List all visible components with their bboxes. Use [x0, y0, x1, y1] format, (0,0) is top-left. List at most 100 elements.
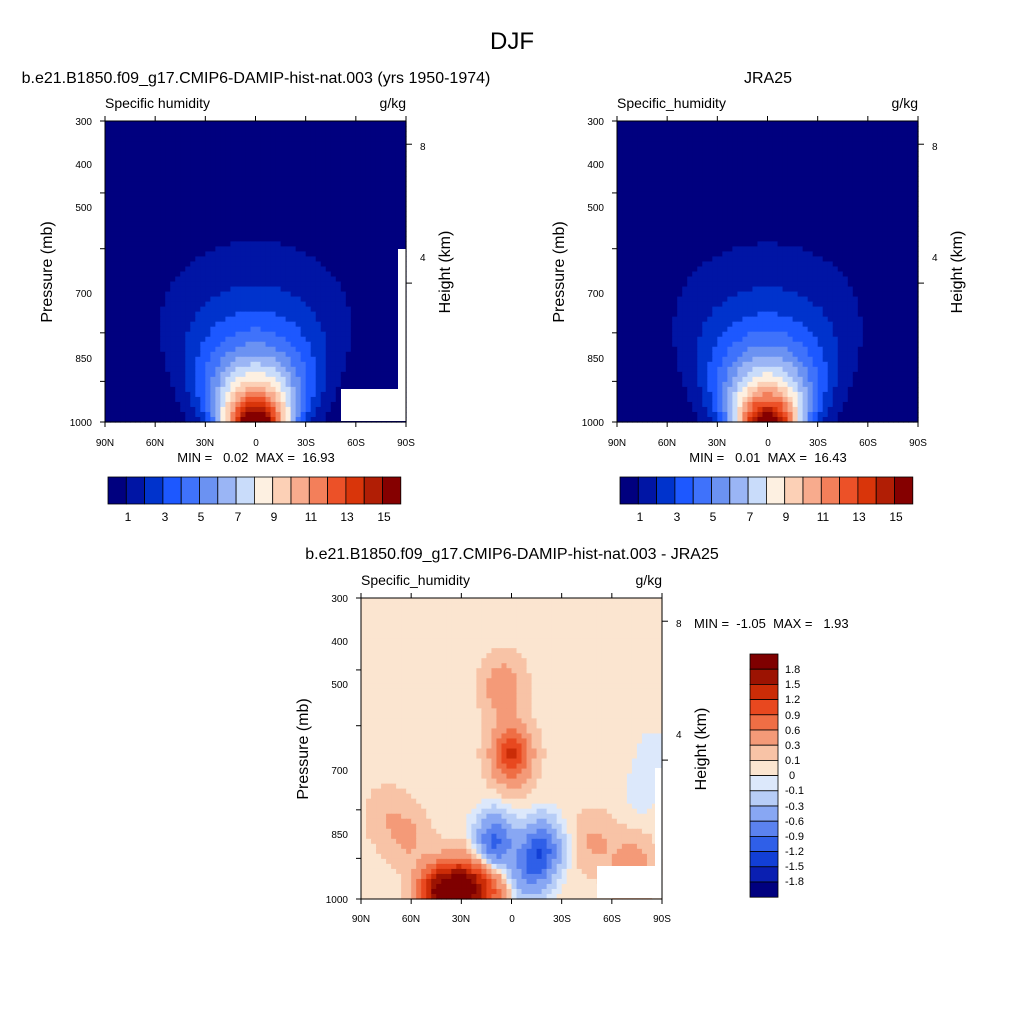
heatmap-cell — [256, 282, 262, 288]
heatmap-cell — [276, 297, 282, 303]
heatmap-cell — [351, 332, 357, 338]
heatmap-plot — [100, 116, 412, 427]
heatmap-cell — [180, 241, 186, 247]
heatmap-cell — [386, 201, 392, 207]
heatmap-cell — [687, 176, 693, 182]
heatmap-cell — [697, 126, 703, 132]
heatmap-cell — [170, 261, 176, 267]
heatmap-cell — [341, 251, 347, 257]
heatmap-cell — [266, 402, 272, 408]
heatmap-cell — [798, 141, 804, 147]
heatmap-cell — [341, 186, 347, 192]
heatmap-cell — [828, 151, 834, 157]
heatmap-cell — [707, 206, 713, 212]
heatmap-cell — [376, 372, 382, 378]
heatmap-cell — [245, 171, 251, 177]
heatmap-cell — [737, 126, 743, 132]
heatmap-cell — [210, 201, 216, 207]
heatmap-cell — [225, 266, 231, 272]
heatmap-cell — [386, 226, 392, 232]
heatmap-cell — [386, 372, 392, 378]
heatmap-cell — [160, 272, 166, 278]
heatmap-cell — [220, 282, 226, 288]
heatmap-cell — [858, 171, 864, 177]
heatmap-cell — [155, 141, 161, 147]
heatmap-cell — [316, 211, 322, 217]
heatmap-cell — [276, 126, 282, 132]
heatmap-cell — [125, 166, 131, 172]
heatmap-cell — [110, 121, 116, 127]
heatmap-cell — [175, 362, 181, 368]
heatmap-cell — [742, 141, 748, 147]
heatmap-cell — [386, 322, 392, 328]
heatmap-cell — [351, 156, 357, 162]
heatmap-cell — [190, 186, 196, 192]
heatmap-cell — [230, 221, 236, 227]
heatmap-cell — [662, 216, 668, 222]
heatmap-cell — [803, 136, 809, 142]
heatmap-cell — [316, 407, 322, 413]
heatmap-cell — [115, 261, 121, 267]
heatmap-cell — [105, 272, 111, 278]
heatmap-cell — [687, 171, 693, 177]
heatmap-cell — [752, 131, 758, 137]
heatmap-cell — [301, 186, 307, 192]
heatmap-cell — [848, 191, 854, 197]
heatmap-cell — [110, 131, 116, 137]
heatmap-cell — [356, 216, 362, 222]
heatmap-cell — [225, 282, 231, 288]
heatmap-cell — [692, 176, 698, 182]
heatmap-cell — [386, 176, 392, 182]
heatmap-cell — [396, 146, 402, 152]
heatmap-cell — [135, 317, 141, 323]
heatmap-cell — [120, 397, 126, 403]
heatmap-cell — [281, 246, 287, 252]
heatmap-cell — [135, 392, 141, 398]
heatmap-cell — [361, 211, 367, 217]
heatmap-cell — [757, 161, 763, 167]
heatmap-cell — [908, 221, 914, 227]
heatmap-cell — [336, 176, 342, 182]
heatmap-cell — [291, 186, 297, 192]
heatmap-cell — [170, 171, 176, 177]
heatmap-cell — [266, 241, 272, 247]
heatmap-cell — [351, 272, 357, 278]
heatmap-cell — [291, 121, 297, 127]
heatmap-cell — [276, 166, 282, 172]
heatmap-cell — [195, 216, 201, 222]
heatmap-cell — [311, 347, 317, 353]
heatmap-cell — [707, 156, 713, 162]
heatmap-cell — [235, 382, 241, 388]
heatmap-cell — [170, 241, 176, 247]
heatmap-cell — [361, 146, 367, 152]
heatmap-cell — [311, 206, 317, 212]
heatmap-cell — [220, 261, 226, 267]
heatmap-cell — [813, 176, 819, 182]
heatmap-cell — [150, 196, 156, 202]
heatmap-cell — [898, 221, 904, 227]
heatmap-cell — [732, 171, 738, 177]
heatmap-cell — [110, 196, 116, 202]
heatmap-cell — [823, 136, 829, 142]
heatmap-cell — [150, 206, 156, 212]
heatmap-cell — [115, 181, 121, 187]
heatmap-cell — [316, 372, 322, 378]
heatmap-cell — [888, 161, 894, 167]
heatmap-cell — [286, 266, 292, 272]
heatmap-cell — [848, 216, 854, 222]
heatmap-cell — [185, 206, 191, 212]
heatmap-cell — [351, 266, 357, 272]
heatmap-cell — [235, 156, 241, 162]
heatmap-cell — [346, 186, 352, 192]
heatmap-cell — [175, 236, 181, 242]
heatmap-cell — [737, 171, 743, 177]
heatmap-cell — [276, 226, 282, 232]
heatmap-cell — [185, 196, 191, 202]
heatmap-cell — [235, 287, 241, 293]
heatmap-cell — [356, 261, 362, 267]
heatmap-cell — [240, 181, 246, 187]
heatmap-cell — [351, 347, 357, 353]
heatmap-cell — [331, 392, 337, 398]
heatmap-cell — [356, 196, 362, 202]
heatmap-cell — [712, 176, 718, 182]
